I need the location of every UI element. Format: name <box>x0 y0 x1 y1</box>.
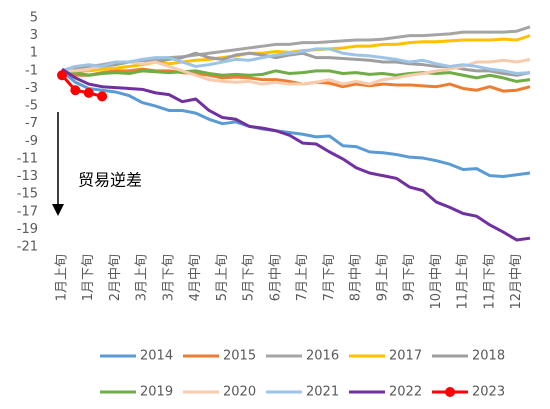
x-tick-label: 3月上旬 <box>135 254 150 301</box>
x-tick-label: 5月下旬 <box>242 254 257 301</box>
x-tick-label: 11月上旬 <box>456 254 471 310</box>
y-tick-label: 1 <box>30 46 38 61</box>
x-tick-label: 9月上旬 <box>375 254 390 301</box>
y-tick-label: -19 <box>17 222 38 237</box>
x-tick-label: 11月下旬 <box>482 254 497 310</box>
x-tick-label: 3月下旬 <box>161 254 176 301</box>
y-tick-label: -3 <box>25 81 38 96</box>
legend-label: 2019 <box>140 385 173 400</box>
y-tick-label: 5 <box>30 11 38 26</box>
y-tick-label: -13 <box>17 169 38 184</box>
legend-marker <box>445 387 455 397</box>
y-tick-label: -5 <box>25 99 38 114</box>
x-tick-label: 4月中旬 <box>188 254 203 301</box>
y-tick-label: -15 <box>17 187 38 202</box>
marker <box>70 85 81 96</box>
x-tick-label: 8月中旬 <box>349 254 364 301</box>
y-tick-label: -11 <box>17 151 38 166</box>
series-line <box>61 47 531 75</box>
series-line <box>61 69 531 179</box>
legend-label: 2020 <box>223 385 256 400</box>
legend-label: 2016 <box>306 349 339 364</box>
x-tick-label: 2月中旬 <box>108 254 123 301</box>
series-line <box>62 57 531 86</box>
marker <box>83 87 94 98</box>
legend-label: 2023 <box>472 385 505 400</box>
x-tick-label: 1月下旬 <box>81 254 96 301</box>
x-tick-label: 7月下旬 <box>322 254 337 301</box>
y-tick-label: -7 <box>25 116 38 131</box>
legend-label: 2014 <box>140 349 173 364</box>
y-tick-label: -9 <box>25 134 38 149</box>
legend-label: 2017 <box>389 349 422 364</box>
series-line <box>61 67 531 242</box>
x-tick-label: 9月下旬 <box>402 254 417 301</box>
x-tick-label: 5月上旬 <box>215 254 230 301</box>
legend-label: 2018 <box>472 349 505 364</box>
marker <box>57 70 67 81</box>
y-tick-label: 3 <box>30 28 38 43</box>
legend-label: 2015 <box>223 349 256 364</box>
marker <box>97 91 108 102</box>
y-tick-label: -21 <box>17 240 38 255</box>
y-tick-label: -17 <box>17 204 38 219</box>
x-tick-label: 6月中旬 <box>268 254 283 301</box>
annotation: 贸易逆差 <box>78 171 142 190</box>
legend-label: 2022 <box>389 385 422 400</box>
series-line <box>61 69 531 83</box>
x-tick-label: 12月中旬 <box>509 254 524 310</box>
y-tick-label: -1 <box>25 63 38 78</box>
x-tick-label: 7月上旬 <box>295 254 310 301</box>
series-line <box>60 74 103 98</box>
x-tick-label: 10月中旬 <box>429 254 444 310</box>
x-tick-label: 1月上旬 <box>55 254 70 301</box>
legend-label: 2021 <box>306 385 339 400</box>
